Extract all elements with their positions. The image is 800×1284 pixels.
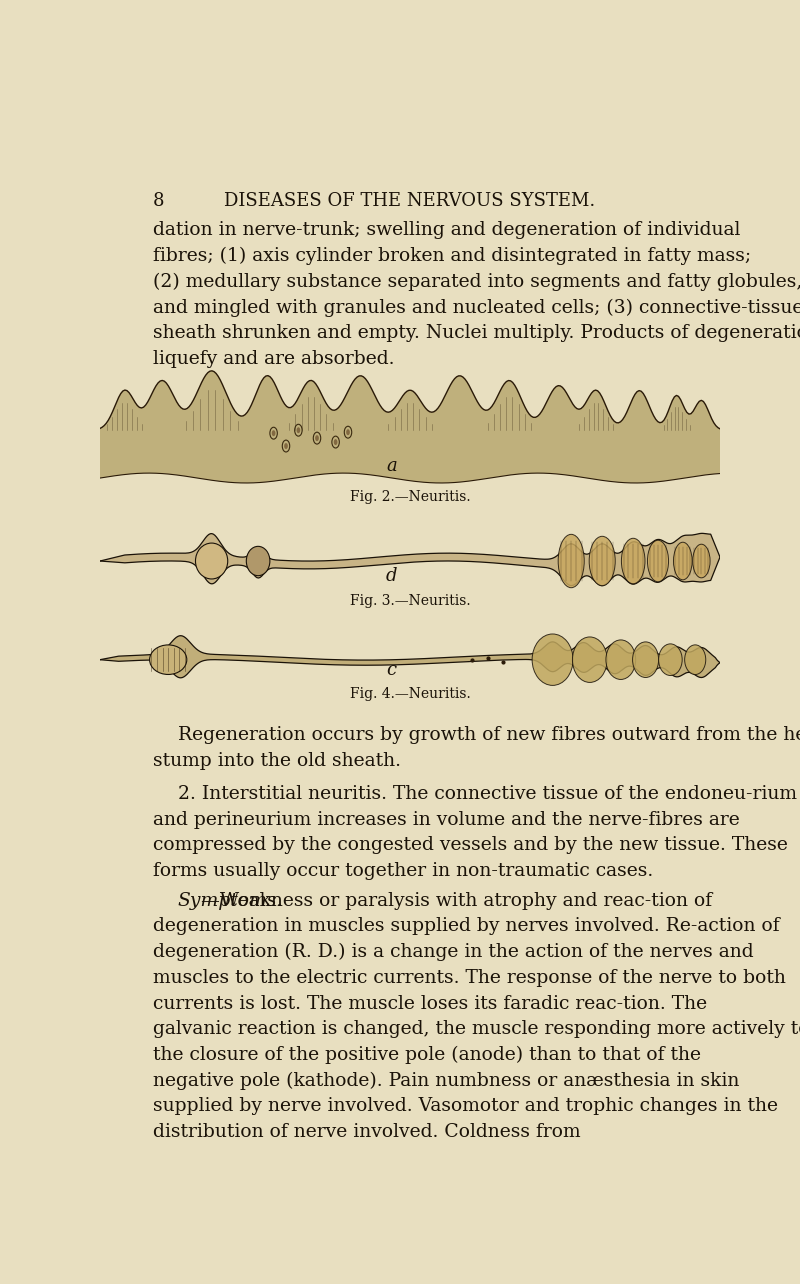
- Text: distribution of nerve involved. Coldness from: distribution of nerve involved. Coldness…: [153, 1124, 580, 1141]
- Text: 8: 8: [153, 191, 164, 209]
- Text: sheath shrunken and empty. Nuclei multiply. Products of degeneration: sheath shrunken and empty. Nuclei multip…: [153, 324, 800, 342]
- Text: Symptoms.: Symptoms.: [178, 891, 283, 910]
- Circle shape: [334, 439, 338, 446]
- Circle shape: [297, 428, 300, 433]
- Polygon shape: [100, 533, 720, 586]
- Text: Fig. 2.—Neuritis.: Fig. 2.—Neuritis.: [350, 490, 470, 505]
- Ellipse shape: [246, 546, 270, 575]
- Text: galvanic reaction is changed, the muscle responding more actively to: galvanic reaction is changed, the muscle…: [153, 1021, 800, 1039]
- Text: muscles to the electric currents. The response of the nerve to both: muscles to the electric currents. The re…: [153, 969, 786, 987]
- Text: liquefy and are absorbed.: liquefy and are absorbed.: [153, 349, 394, 367]
- Circle shape: [346, 429, 350, 435]
- Text: compressed by the congested vessels and by the new tissue. These: compressed by the congested vessels and …: [153, 836, 787, 854]
- Text: d: d: [386, 566, 397, 584]
- Text: dation in nerve-trunk; swelling and degeneration of individual: dation in nerve-trunk; swelling and dege…: [153, 221, 740, 239]
- Text: degeneration in muscles supplied by nerves involved. Re-action of: degeneration in muscles supplied by nerv…: [153, 918, 779, 936]
- Text: —Weakness or paralysis with atrophy and reac-tion of: —Weakness or paralysis with atrophy and …: [201, 891, 712, 910]
- Text: stump into the old sheath.: stump into the old sheath.: [153, 751, 401, 769]
- Circle shape: [284, 443, 288, 449]
- Ellipse shape: [685, 645, 706, 674]
- Ellipse shape: [693, 544, 710, 578]
- Text: the closure of the positive pole (anode) than to that of the: the closure of the positive pole (anode)…: [153, 1046, 701, 1064]
- Ellipse shape: [150, 645, 186, 674]
- Text: fibres; (1) axis cylinder broken and disintegrated in fatty mass;: fibres; (1) axis cylinder broken and dis…: [153, 247, 751, 266]
- Text: c: c: [386, 661, 397, 679]
- Text: Fig. 4.—Neuritis.: Fig. 4.—Neuritis.: [350, 687, 470, 701]
- Ellipse shape: [532, 634, 573, 686]
- Text: and mingled with granules and nucleated cells; (3) connective-tissue: and mingled with granules and nucleated …: [153, 298, 800, 317]
- Ellipse shape: [658, 643, 682, 675]
- Ellipse shape: [606, 639, 636, 679]
- Ellipse shape: [573, 637, 607, 682]
- Polygon shape: [100, 371, 720, 483]
- Text: and perineurium increases in volume and the nerve-fibres are: and perineurium increases in volume and …: [153, 810, 739, 828]
- Ellipse shape: [633, 642, 658, 678]
- Ellipse shape: [647, 541, 669, 582]
- Ellipse shape: [674, 542, 692, 580]
- Text: degeneration (R. D.) is a change in the action of the nerves and: degeneration (R. D.) is a change in the …: [153, 944, 754, 962]
- Circle shape: [272, 430, 275, 437]
- Circle shape: [315, 435, 319, 442]
- Text: DISEASES OF THE NERVOUS SYSTEM.: DISEASES OF THE NERVOUS SYSTEM.: [224, 191, 596, 209]
- Text: Fig. 3.—Neuritis.: Fig. 3.—Neuritis.: [350, 593, 470, 607]
- Ellipse shape: [195, 543, 228, 579]
- Text: negative pole (kathode). Pain numbness or anæsthesia in skin: negative pole (kathode). Pain numbness o…: [153, 1072, 739, 1090]
- Text: 2. Interstitial neuritis. The connective tissue of the endoneu-rium: 2. Interstitial neuritis. The connective…: [178, 785, 797, 802]
- Text: supplied by nerve involved. Vasomotor and trophic changes in the: supplied by nerve involved. Vasomotor an…: [153, 1098, 778, 1116]
- Text: Regeneration occurs by growth of new fibres outward from the healthy: Regeneration occurs by growth of new fib…: [178, 725, 800, 743]
- Text: (2) medullary substance separated into segments and fatty globules,: (2) medullary substance separated into s…: [153, 272, 800, 291]
- Text: forms usually occur together in non-traumatic cases.: forms usually occur together in non-trau…: [153, 862, 653, 880]
- Text: a: a: [386, 457, 397, 475]
- Ellipse shape: [558, 534, 584, 588]
- Text: currents is lost. The muscle loses its faradic reac-tion. The: currents is lost. The muscle loses its f…: [153, 995, 707, 1013]
- Ellipse shape: [622, 538, 645, 584]
- Polygon shape: [100, 636, 720, 678]
- Ellipse shape: [589, 537, 615, 586]
